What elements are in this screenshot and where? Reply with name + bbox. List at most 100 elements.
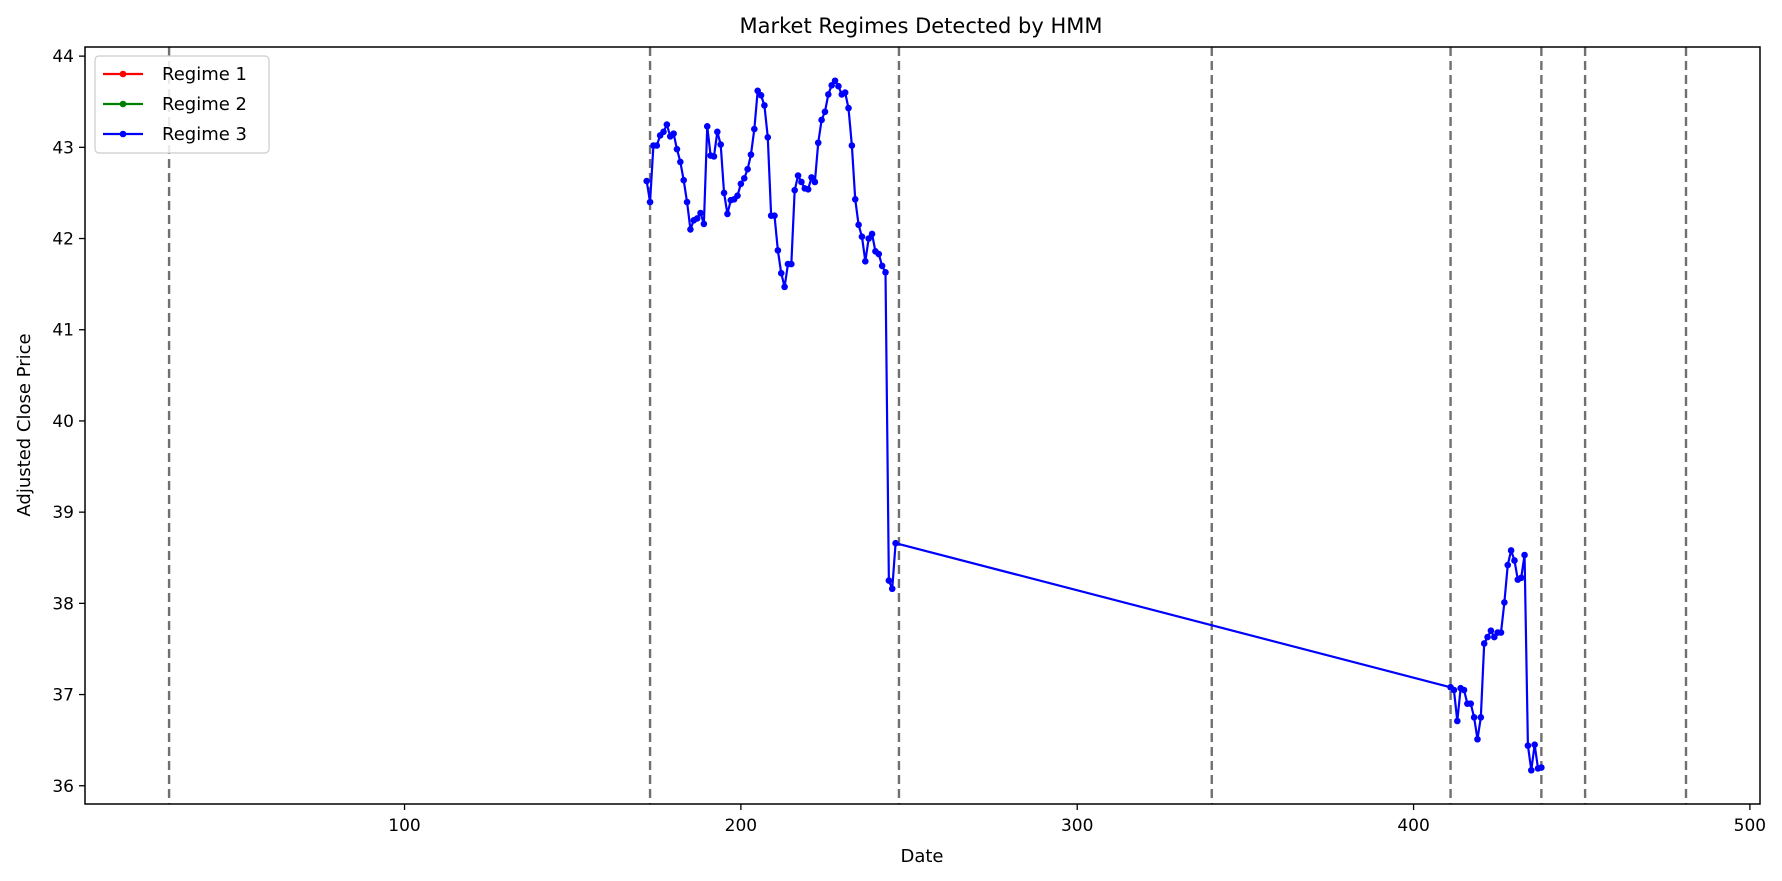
legend-label-2: Regime 3 [162,124,247,145]
data-point-0-60 [845,104,852,112]
data-point-0-81 [1467,700,1475,707]
data-point-0-59 [841,89,849,96]
plot-frame [84,46,1761,805]
x-tick-label-0: 100 [388,816,420,836]
y-tick-label-3: 39 [52,503,74,523]
data-point-0-8 [670,130,677,137]
legend-label-0: Regime 1 [162,64,247,85]
data-point-0-100 [1531,741,1538,749]
data-point-0-99 [1527,766,1535,774]
data-point-0-6 [663,121,671,128]
data-point-0-31 [747,151,755,158]
data-point-0-27 [734,192,741,199]
data-point-0-32 [751,125,758,133]
data-point-0-20 [710,153,718,160]
data-point-0-88 [1490,633,1498,641]
data-point-0-44 [791,186,798,194]
data-point-0-79 [1460,686,1468,694]
series-group [643,77,1545,774]
legend-label-1: Regime 2 [162,94,247,115]
data-point-0-54 [825,91,832,98]
data-point-0-21 [714,128,721,136]
y-tick-label-5: 41 [52,321,74,341]
data-point-0-16 [697,209,704,217]
legend-box [94,55,270,154]
data-point-0-11 [680,176,687,184]
data-point-0-52 [818,116,825,124]
y-axis-label: Adjusted Close Price [14,333,35,516]
y-axis: 36 37 38 39 40 41 42 43 44 [52,47,85,797]
chart-title: Market Regimes Detected by HMM [740,14,1103,38]
data-point-0-77 [1453,717,1461,725]
data-point-0-63 [855,221,862,229]
legend-marker-2 [119,130,127,138]
legend-marker-1 [119,100,127,108]
data-point-0-5 [660,128,667,136]
data-point-0-70 [878,262,886,270]
data-point-0-84 [1477,714,1485,721]
x-tick-label-3: 400 [1397,816,1429,836]
data-point-0-40 [777,269,785,277]
data-point-0-30 [744,165,751,173]
data-point-0-9 [673,145,681,153]
data-point-0-3 [653,142,661,149]
data-point-0-74 [892,539,899,547]
data-point-0-87 [1487,627,1495,635]
data-point-0-12 [683,198,691,206]
data-point-0-1 [646,198,654,206]
data-point-0-94 [1511,557,1518,564]
data-point-0-71 [882,268,889,276]
data-point-0-34 [757,92,765,99]
data-point-0-64 [858,233,866,241]
y-tick-label-0: 36 [52,777,74,797]
y-tick-label-4: 40 [52,412,74,432]
x-axis-label: Date [900,846,943,867]
y-tick-label-2: 38 [52,594,74,614]
x-tick-label-4: 500 [1734,816,1766,836]
series-line-0 [645,79,1542,772]
data-point-0-85 [1480,640,1488,647]
data-point-0-62 [851,196,859,203]
data-point-0-36 [764,133,772,141]
data-point-0-72 [885,577,893,584]
x-axis: 100 200 300 400 500 [388,804,1766,836]
data-point-0-96 [1517,574,1525,582]
data-point-0-15 [693,215,701,222]
data-point-0-23 [720,189,728,197]
data-point-0-43 [788,260,795,268]
y-tick-label-8: 44 [52,47,74,67]
data-point-0-33 [754,87,761,95]
data-point-0-66 [865,235,872,242]
data-point-0-29 [740,175,748,182]
legend: Regime 1 Regime 2 Regime 3 [94,55,270,154]
data-point-0-18 [703,123,711,130]
data-point-0-93 [1507,547,1515,554]
data-point-0-92 [1504,561,1512,569]
data-point-0-24 [724,210,731,218]
data-point-0-55 [828,82,835,89]
data-point-0-17 [700,220,708,228]
data-point-0-97 [1521,551,1528,559]
data-point-0-82 [1470,714,1478,721]
data-point-0-91 [1501,599,1508,606]
data-point-0-50 [811,178,819,186]
data-point-0-76 [1450,686,1458,694]
data-point-0-69 [875,250,883,258]
data-point-0-83 [1474,735,1481,743]
data-point-0-35 [761,102,768,109]
data-point-0-45 [794,172,802,179]
data-point-0-86 [1484,633,1491,641]
y-tick-label-7: 43 [52,138,74,158]
data-point-0-53 [821,108,829,116]
data-point-0-90 [1497,629,1505,636]
data-point-0-49 [808,174,815,181]
data-point-0-57 [835,82,842,90]
data-point-0-38 [771,212,778,220]
data-point-0-61 [848,142,856,149]
x-tick-label-1: 200 [725,816,757,836]
data-point-0-39 [774,247,782,254]
data-point-0-48 [804,185,812,193]
y-tick-label-1: 37 [52,686,74,706]
data-point-0-41 [781,283,788,291]
